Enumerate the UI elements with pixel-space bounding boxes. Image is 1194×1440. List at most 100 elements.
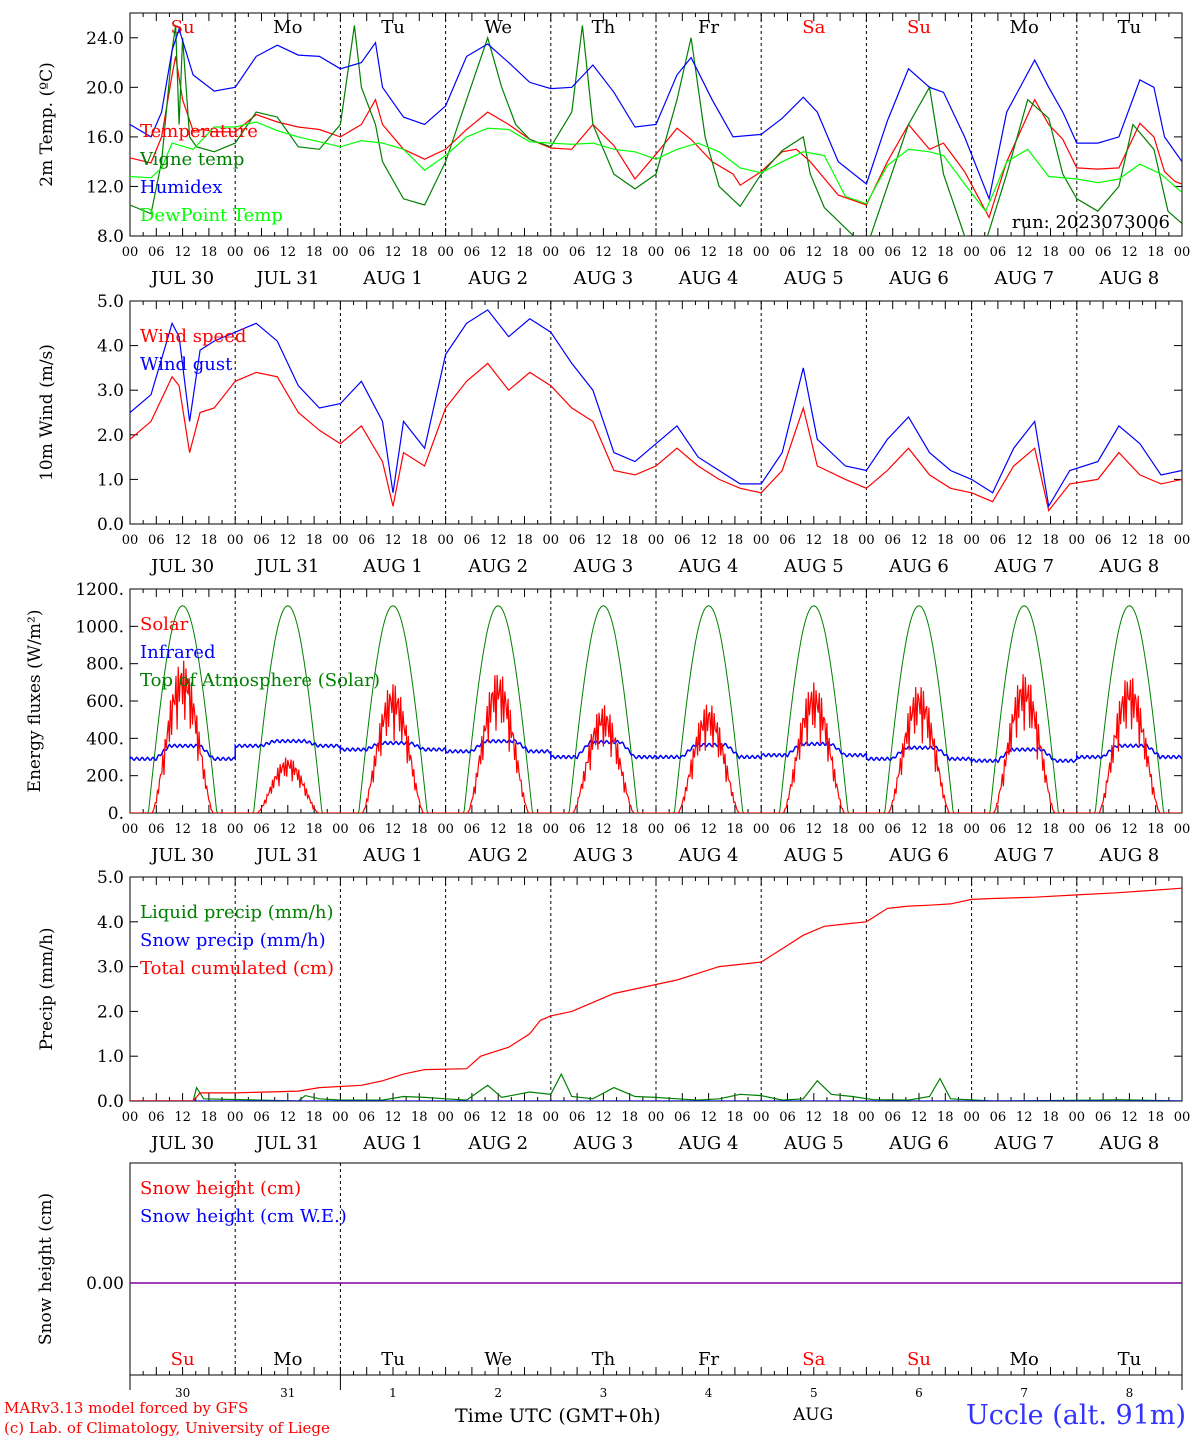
date-label: AUG 5 [783,556,844,577]
y-tick-label: 0.0 [97,1092,124,1112]
date-label: JUL 30 [149,1133,214,1154]
hour-label: 06 [464,533,481,548]
hour-label: 12 [1121,533,1138,548]
legend-entry: Wind speed [140,326,246,347]
hour-label: 00 [1069,822,1086,837]
hour-label: 18 [621,822,638,837]
panel-2: 0.0 1.0 2.0 3.0 4.0 5.0 10m Wind (m/s) 00 06 12 18… [37,292,1190,577]
date-label: JUL 30 [149,845,214,866]
date-label: AUG 6 [888,556,949,577]
hour-label: 18 [516,533,533,548]
day-number-label: 8 [1126,1386,1134,1400]
date-label: AUG 8 [1099,556,1160,577]
hour-label: 18 [201,533,218,548]
hour-label: 06 [358,1110,375,1125]
y-tick-label: 600. [86,692,124,712]
hour-label: 06 [253,822,270,837]
hour-label: 12 [595,822,612,837]
date-label: JUL 31 [254,1133,319,1154]
series-group [130,887,1182,1101]
hour-label: 12 [174,1110,191,1125]
day-of-week-label: Sa [802,17,825,38]
hour-label: 00 [1174,533,1191,548]
hour-label: 00 [227,822,244,837]
hour-label: 00 [1069,533,1086,548]
day-of-week-label: Tu [1118,1349,1142,1370]
day-of-week-label: Su [907,1349,931,1370]
hour-label: 06 [148,533,165,548]
hour-label: 06 [148,822,165,837]
hour-label: 06 [253,245,270,260]
hour-label: 00 [332,822,349,837]
date-label: AUG 3 [573,556,634,577]
hour-label: 12 [1016,1110,1033,1125]
day-number-label: 5 [810,1386,818,1400]
date-label: AUG 4 [678,556,739,577]
hour-label: 12 [490,533,507,548]
solar-line [130,660,1182,813]
hour-label: 00 [543,245,560,260]
y-tick-label: 3.0 [97,381,124,401]
date-label: AUG 2 [467,268,528,289]
y-tick-label: 12.0 [86,177,124,197]
hour-label: 18 [727,533,744,548]
date-label: JUL 30 [149,268,214,289]
hour-label: 00 [437,1110,454,1125]
date-label: AUG 5 [783,1133,844,1154]
hour-label: 06 [779,245,796,260]
legend-entry: Snow precip (mm/h) [140,930,326,951]
hour-label: 00 [437,533,454,548]
y-tick-label: 200. [86,767,124,787]
date-label: AUG 8 [1099,268,1160,289]
date-label: JUL 31 [254,845,319,866]
y-tick-label: 4.0 [97,913,124,933]
legend-entry: Vigne temp [139,149,244,170]
date-label: AUG 1 [362,556,423,577]
date-label: AUG 6 [888,845,949,866]
hour-label: 18 [832,533,849,548]
date-label: AUG 3 [573,268,634,289]
hour-label: 12 [806,1110,823,1125]
y-tick-label: 1200. [75,580,124,600]
legend-entry: Solar [140,614,189,635]
panel-5: 0.00 Snow height (cm) Su Mo Tu We Th Fr Sa Su Mo Tu… [36,1162,1183,1400]
date-label: AUG 1 [362,845,423,866]
hour-label: 18 [1042,1110,1059,1125]
date-label: AUG 4 [678,1133,739,1154]
hour-label: 00 [858,1110,875,1125]
y-axis-label: Energy fluxes (W/m²) [25,610,45,793]
hour-label: 12 [1121,822,1138,837]
hour-label: 06 [569,245,586,260]
hour-label: 06 [1095,822,1112,837]
hour-label: 18 [832,1110,849,1125]
legend-entry: Liquid precip (mm/h) [140,902,334,923]
day-of-week-label: Sa [802,1349,825,1370]
hour-label: 18 [1147,245,1164,260]
day-number-label: 6 [915,1386,923,1400]
hour-label: 00 [753,1110,770,1125]
hour-label: 18 [411,245,428,260]
day-number-label: 4 [705,1386,713,1400]
hour-label: 00 [648,533,665,548]
hour-label: 06 [1095,245,1112,260]
hour-label: 18 [727,1110,744,1125]
hour-label: 12 [174,245,191,260]
vigne-temp-line [130,25,1182,236]
station-label: Uccle (alt. 91m) [966,1400,1186,1431]
hour-label: 06 [779,1110,796,1125]
hour-label: 18 [306,1110,323,1125]
series-group [130,605,1182,813]
hour-label: 12 [385,822,402,837]
hour-label: 12 [595,245,612,260]
day-of-week-label: Fr [698,1349,719,1370]
hour-label: 18 [1147,822,1164,837]
day-of-week-label: We [484,1349,512,1370]
legend-entry: Wind gust [140,354,233,375]
date-label: AUG 4 [678,268,739,289]
hour-label: 12 [700,822,717,837]
date-label: AUG 2 [467,556,528,577]
hour-label: 12 [1016,245,1033,260]
liquid-precip-mm-h-line [130,1072,1182,1101]
hour-label: 18 [516,1110,533,1125]
